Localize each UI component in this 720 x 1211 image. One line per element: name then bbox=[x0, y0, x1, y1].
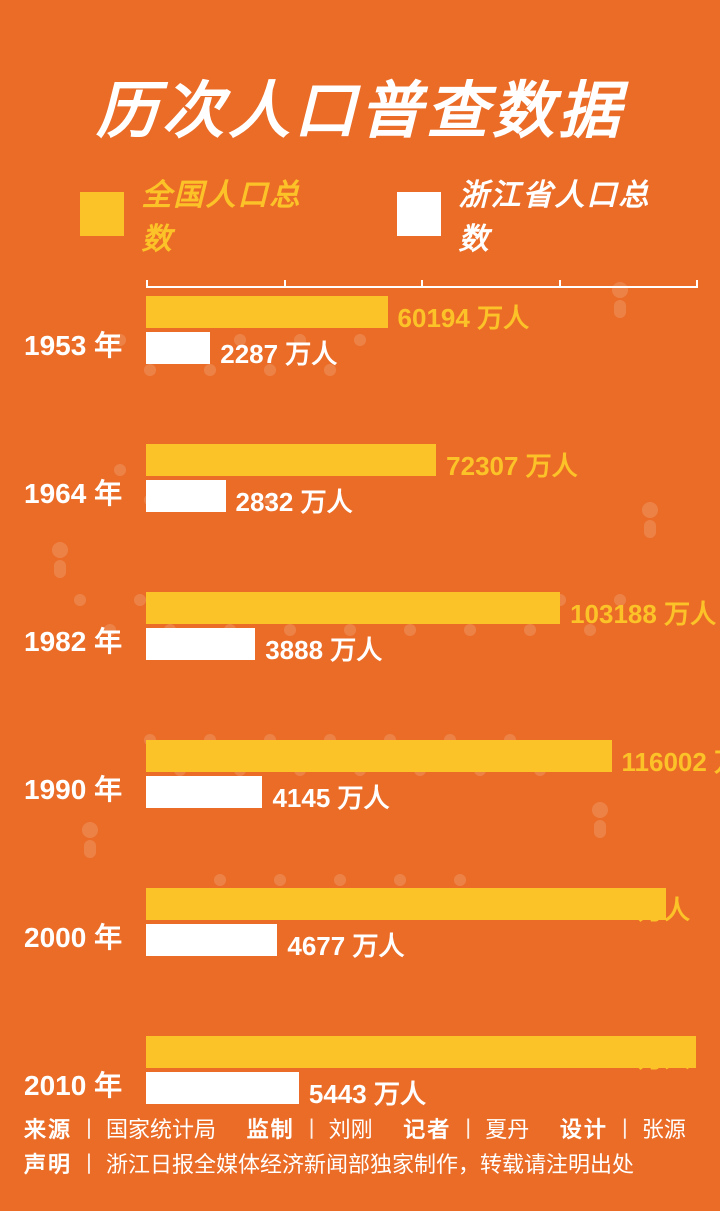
value-provincial: 5443 万人 bbox=[309, 1074, 426, 1111]
value-provincial: 2287 万人 bbox=[220, 334, 337, 371]
bar-national bbox=[146, 592, 560, 624]
chart-row: 1982 年 103188 万人3888 万人 bbox=[24, 586, 696, 716]
chart-row: 1990 年 116002 万人4145 万人 bbox=[24, 734, 696, 864]
legend: 全国人口总数 浙江省人口总数 bbox=[80, 170, 680, 258]
bar-group: 116002 万人4145 万人 bbox=[146, 740, 696, 808]
value-national: 137054 万人 bbox=[544, 1038, 690, 1075]
bar-national bbox=[146, 296, 388, 328]
bar-provincial bbox=[146, 1072, 299, 1104]
bar-group: 129533 万人4677 万人 bbox=[146, 888, 696, 956]
bar-group: 137054 万人5443 万人 bbox=[146, 1036, 696, 1104]
value-national: 72307 万人 bbox=[446, 446, 578, 483]
bar-national bbox=[146, 740, 612, 772]
bar-provincial bbox=[146, 628, 255, 660]
footer-credits: 来源丨国家统计局 监制丨刘刚 记者丨夏丹 设计丨张源 声明丨浙江日报全媒体经济新… bbox=[24, 1112, 696, 1182]
producer-value: 刘刚 bbox=[329, 1117, 373, 1142]
value-national: 116002 万人 bbox=[622, 742, 720, 779]
axis-line bbox=[146, 286, 696, 288]
reporter-value: 夏丹 bbox=[485, 1117, 529, 1142]
bar-group: 60194 万人2287 万人 bbox=[146, 296, 696, 364]
statement-value: 浙江日报全媒体经济新闻部独家制作，转载请注明出处 bbox=[106, 1152, 634, 1177]
legend-swatch-national bbox=[80, 192, 124, 236]
value-provincial: 2832 万人 bbox=[236, 482, 353, 519]
designer-label: 设计 bbox=[560, 1117, 608, 1142]
value-national: 103188 万人 bbox=[570, 594, 716, 631]
designer-value: 张源 bbox=[642, 1117, 686, 1142]
chart-row: 1953 年60194 万人2287 万人 bbox=[24, 290, 696, 420]
bar-provincial bbox=[146, 924, 277, 956]
bar-group: 103188 万人3888 万人 bbox=[146, 592, 696, 660]
chart-row: 2000 年129533 万人4677 万人 bbox=[24, 882, 696, 1012]
bar-provincial bbox=[146, 332, 210, 364]
bar-group: 72307 万人2832 万人 bbox=[146, 444, 696, 512]
year-label: 2010 年 bbox=[24, 1064, 122, 1104]
page-title: 历次人口普查数据 bbox=[0, 60, 720, 150]
bar-chart: 1953 年60194 万人2287 万人1964 年72307 万人2832 … bbox=[24, 290, 696, 1086]
year-label: 1982 年 bbox=[24, 620, 122, 660]
year-label: 1964 年 bbox=[24, 472, 122, 512]
bar-national bbox=[146, 444, 436, 476]
statement-label: 声明 bbox=[24, 1152, 72, 1177]
value-provincial: 4677 万人 bbox=[287, 926, 404, 963]
legend-label-national: 全国人口总数 bbox=[142, 170, 332, 258]
bar-provincial bbox=[146, 776, 262, 808]
source-label: 来源 bbox=[24, 1117, 72, 1142]
value-national: 60194 万人 bbox=[398, 298, 530, 335]
legend-label-provincial: 浙江省人口总数 bbox=[459, 170, 680, 258]
value-provincial: 4145 万人 bbox=[272, 778, 389, 815]
producer-label: 监制 bbox=[247, 1117, 295, 1142]
year-label: 2000 年 bbox=[24, 916, 122, 956]
reporter-label: 记者 bbox=[403, 1117, 451, 1142]
value-national: 129533 万人 bbox=[544, 890, 690, 927]
bar-provincial bbox=[146, 480, 226, 512]
year-label: 1953 年 bbox=[24, 324, 122, 364]
year-label: 1990 年 bbox=[24, 768, 122, 808]
value-provincial: 3888 万人 bbox=[265, 630, 382, 667]
source-value: 国家统计局 bbox=[106, 1117, 216, 1142]
legend-swatch-provincial bbox=[397, 192, 441, 236]
chart-row: 1964 年72307 万人2832 万人 bbox=[24, 438, 696, 568]
